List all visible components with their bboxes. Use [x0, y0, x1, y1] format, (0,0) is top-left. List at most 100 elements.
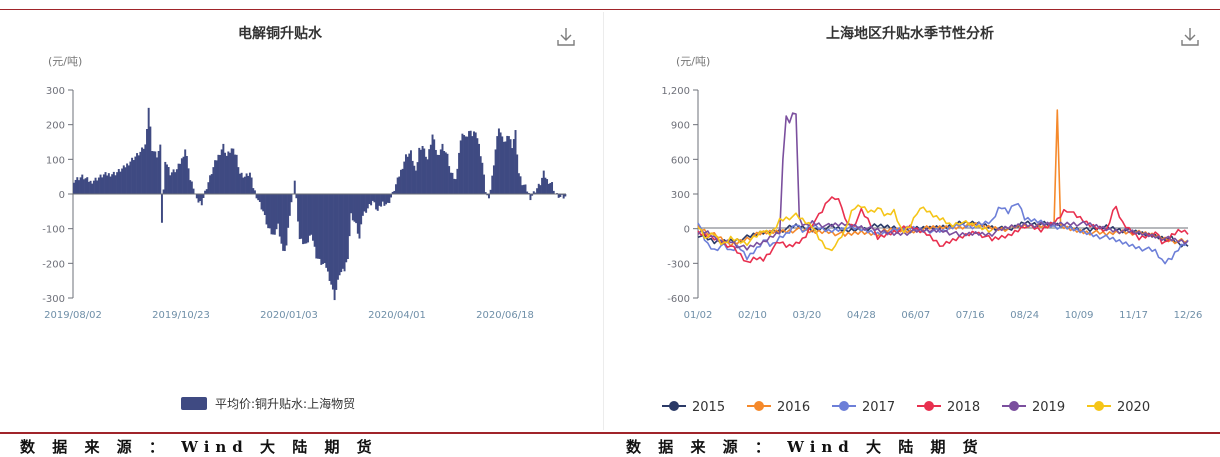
bar: [293, 180, 296, 194]
bar: [290, 194, 293, 203]
bar: [177, 163, 180, 194]
bar: [504, 141, 507, 194]
bar: [325, 194, 328, 268]
bar: [363, 194, 366, 212]
bar: [559, 194, 562, 197]
bar: [499, 132, 502, 194]
bar: [96, 180, 99, 194]
bar: [532, 191, 535, 194]
bar: [81, 174, 84, 194]
legend-item-2018[interactable]: 2018: [917, 400, 980, 415]
bar: [340, 194, 343, 273]
bar: [204, 190, 207, 194]
y-unit-label: (元/吨): [48, 55, 82, 68]
bar: [552, 190, 555, 194]
bar-series: [73, 107, 567, 301]
bar: [164, 161, 167, 194]
bar: [295, 194, 298, 199]
bar: [255, 194, 258, 199]
bar: [109, 176, 112, 194]
bar: [494, 149, 497, 194]
bar: [464, 136, 467, 194]
source-note-left: 数 据 来 源 ： Wind 大 陆 期 货: [20, 438, 378, 456]
bar: [534, 192, 537, 194]
footer-rule: [0, 432, 1220, 434]
bar: [87, 181, 90, 194]
bar: [132, 160, 135, 194]
bar: [317, 194, 319, 259]
y-tick-label: -600: [667, 294, 690, 305]
legend-marker: [839, 401, 849, 411]
bar: [222, 143, 225, 194]
y-axis: 300 200 100 0 -100 -200 -300: [42, 86, 74, 305]
line-series-group: [697, 109, 1189, 265]
bar: [313, 194, 316, 247]
bar: [441, 143, 444, 194]
bar: [260, 194, 263, 210]
bar: [89, 180, 92, 194]
bar: [529, 194, 532, 201]
legend-item-2017[interactable]: 2017: [832, 400, 895, 415]
legend-item-2020[interactable]: 2020: [1087, 400, 1150, 415]
bar: [424, 156, 427, 194]
bar: [501, 136, 504, 194]
legend-marker: [754, 401, 764, 411]
bar: [358, 194, 361, 239]
bar: [323, 194, 326, 264]
bar: [179, 163, 182, 194]
legend-item[interactable]: 平均价:铜升贴水:上海物贸: [181, 396, 355, 411]
bar: [232, 148, 235, 194]
bar: [361, 194, 364, 216]
bar: [167, 167, 170, 194]
bar: [456, 168, 459, 194]
legend-item-2016[interactable]: 2016: [747, 400, 810, 415]
x-axis: 01/02 02/10 03/20 04/28 06/07 07/16 08/24 10/09…: [684, 310, 1203, 321]
bar: [551, 182, 554, 194]
bar: [368, 194, 371, 204]
bar: [431, 134, 434, 194]
bar: [564, 194, 567, 197]
bar: [283, 194, 286, 252]
legend-label: 2020: [1117, 400, 1150, 415]
bar: [280, 194, 283, 244]
bar: [275, 194, 278, 230]
bar: [146, 129, 148, 194]
download-icon[interactable]: [557, 28, 575, 46]
bar: [385, 194, 388, 205]
legend-item-2015[interactable]: 2015: [662, 400, 725, 415]
bar: [200, 194, 203, 206]
copper-premium-chart: 电解铜升贴水 (元/吨) 300 200 100 0 -100 -200 -300 2019…: [42, 25, 575, 411]
bar: [507, 136, 510, 194]
bar: [320, 194, 323, 265]
y-tick-label: -300: [667, 259, 690, 270]
bar: [409, 150, 412, 194]
bar: [119, 171, 122, 194]
bar: [413, 165, 416, 194]
download-icon[interactable]: [1181, 28, 1199, 46]
bar: [381, 194, 384, 202]
bar: [336, 194, 339, 280]
bar: [481, 162, 484, 194]
bar: [502, 141, 505, 194]
bar: [484, 192, 487, 194]
bar: [421, 145, 424, 194]
bar: [448, 166, 451, 194]
bar: [416, 162, 419, 194]
source-note-right: 数 据 来 源 ： Wind 大 陆 期 货: [626, 438, 984, 456]
panel-divider: [603, 12, 604, 430]
bar: [117, 169, 120, 194]
legend-item-2019[interactable]: 2019: [1002, 400, 1065, 415]
bar: [238, 173, 241, 194]
bar: [308, 194, 311, 236]
bar: [192, 188, 195, 194]
bar: [172, 169, 175, 194]
bar: [537, 183, 540, 194]
x-tick-label: 11/17: [1119, 310, 1148, 321]
bar: [345, 194, 348, 263]
bar: [122, 165, 125, 194]
bar: [443, 151, 446, 194]
bar: [353, 194, 356, 222]
bar: [298, 194, 301, 240]
bar: [434, 149, 437, 194]
bar: [536, 188, 539, 194]
